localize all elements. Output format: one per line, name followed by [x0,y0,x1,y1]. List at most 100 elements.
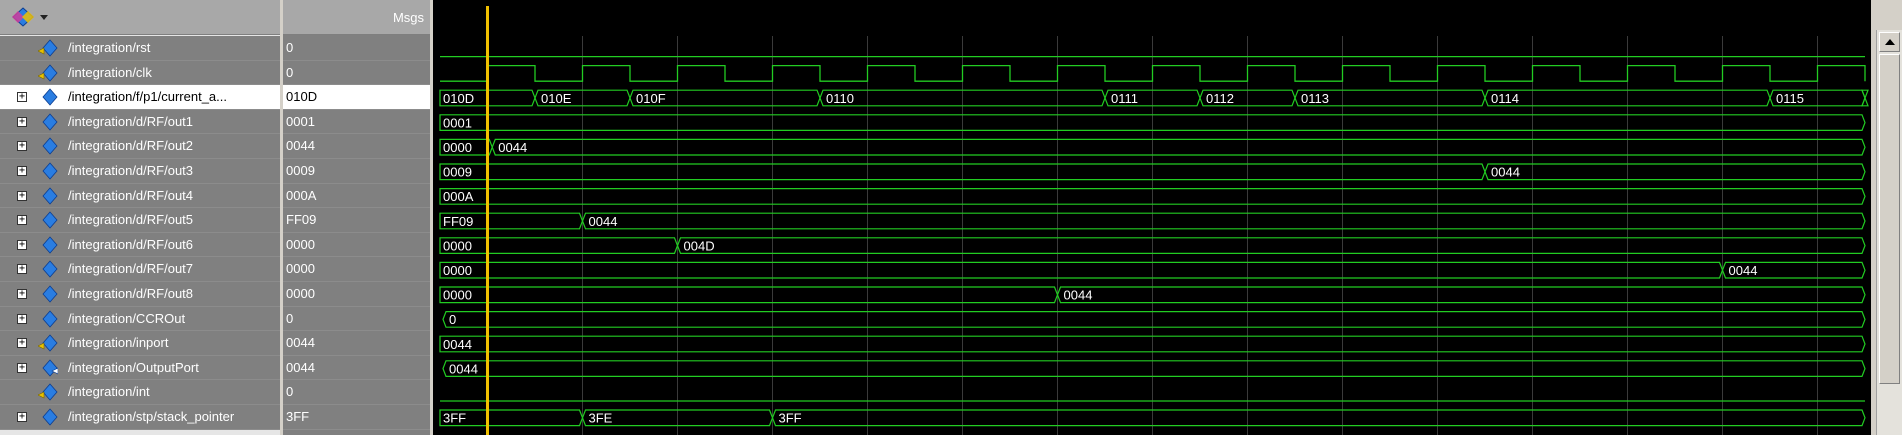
pane-splitter[interactable] [430,0,433,435]
bus-signal-icon [42,186,58,205]
signal-row[interactable]: /integration/int [0,380,280,405]
signal-name: /integration/OutputPort [68,359,199,375]
expand-icon[interactable]: + [17,164,27,176]
signal-name-pane: /integration/rst/integration/clk + /integr… [0,0,280,435]
signal-row[interactable]: + /integration/d/RF/out2 [0,134,280,159]
signal-value[interactable]: 0044 [283,356,430,381]
signal-name: /integration/d/RF/out8 [68,285,194,301]
bus-value-label: 3FE [589,411,613,426]
bus-value-label: FF09 [443,214,473,229]
output-signal-icon [42,359,58,377]
signal-value[interactable]: 0 [283,380,430,405]
expand-icon[interactable]: + [17,337,27,349]
waveform-pane[interactable]: 010D 010E 010F 0110 0111 0112 0113 0114 0115 0001… [433,0,1871,435]
signal-name: /integration/d/RF/out6 [68,236,194,252]
bus-segment [1721,261,1866,279]
signal-row[interactable]: + /integration/f/p1/current_a... [0,85,280,110]
bus-segment [439,188,1866,205]
signal-value[interactable]: 0 [283,307,430,332]
expand-icon[interactable]: + [17,287,27,299]
signal-value[interactable]: 000A [283,184,430,209]
bus-value-label: 0001 [443,115,472,130]
bus-signal-icon [42,408,58,426]
bus-value-label: 3FF [443,411,466,426]
signal-row[interactable]: /integration/clk [0,60,280,86]
signal-value[interactable]: 0044 [283,134,430,159]
signal-value[interactable]: FF09 [283,208,430,233]
signal-row[interactable]: + /integration/CCROut [0,306,280,332]
bus-value-label: 0044 [498,140,527,155]
signal-name: /integration/d/RF/out2 [68,138,194,154]
expand-icon[interactable]: + [17,140,27,152]
bus-value-label: 0044 [1491,165,1520,180]
signal-row[interactable]: + /integration/d/RF/out4 [0,183,280,209]
scroll-up-button[interactable] [1879,32,1900,52]
bus-signal-icon [42,309,58,328]
signal-value-list: 0 0 010D 0001 0044 0009 000A FF09 0000 0000 0000 0 0… [283,36,430,430]
clock-wave [440,64,1866,82]
bus-value-label: 0 [449,312,456,327]
bus-segment [491,138,1866,156]
expand-icon[interactable]: + [17,91,27,103]
signal-name: /integration/d/RF/out7 [68,261,194,277]
waveform-canvas[interactable]: 010D 010E 010F 0110 0111 0112 0113 0114 0115 0001… [433,0,1871,435]
bus-value-label: 0110 [826,91,854,106]
signal-value[interactable]: 0009 [283,159,430,184]
expand-icon[interactable]: + [17,312,27,324]
bus-value-label: 0044 [443,337,472,352]
signal-value-pane: Msgs 0 0 010D 0001 0044 0009 000A FF09 0000 0000 0… [283,0,430,435]
bus-signal-icon [42,236,58,254]
expand-icon[interactable]: + [17,410,27,422]
signal-row[interactable]: + /integration/d/RF/out8 [0,281,280,307]
bus-segment [439,335,1866,353]
signal-row[interactable]: + /integration/d/RF/out7 [0,257,280,282]
pane-splitter[interactable] [280,0,283,435]
signal-value[interactable]: 0 [283,36,430,61]
signal-value[interactable]: 0044 [283,331,430,356]
signal-row[interactable]: + /integration/d/RF/out5 [0,208,280,233]
bus-value-label: 004D [684,238,715,253]
signal-value[interactable]: 3FF [283,405,430,430]
signal-value[interactable]: 0 [283,61,430,86]
expand-icon[interactable]: + [17,263,27,275]
bus-signal-icon [42,137,58,155]
signal-value[interactable]: 0001 [283,110,430,135]
bus-segment [1484,163,1866,181]
input-signal-icon [38,334,58,352]
signal-row[interactable]: + /integration/OutputPort [0,355,280,381]
expand-icon[interactable]: + [17,361,27,373]
bus-value-label: 010D [443,91,474,106]
signal-value[interactable]: 0000 [283,233,430,258]
bus-value-label: 0112 [1206,91,1234,106]
input-signal-icon [38,63,58,82]
signal-row[interactable]: /integration/rst [0,36,280,61]
signal-row[interactable]: + /integration/inport [0,331,280,356]
vertical-scrollbar[interactable] [1876,30,1902,435]
signal-name: /integration/d/RF/out1 [68,113,194,129]
signal-value[interactable]: 0000 [283,257,430,282]
expand-icon[interactable]: + [17,214,27,226]
expand-icon[interactable]: + [17,189,27,201]
expand-icon[interactable]: + [17,238,27,250]
input-signal-icon [38,39,58,57]
bus-value-label: 0044 [589,214,618,229]
signal-row[interactable]: + /integration/stp/stack_pointer [0,404,280,430]
bus-value-label: 0115 [1776,91,1804,106]
bus-value-label: 000A [443,189,474,204]
scroll-thumb[interactable] [1879,54,1900,384]
bus-value-label: 0111 [1111,91,1138,106]
expand-icon[interactable]: + [17,115,27,127]
signal-row[interactable]: + /integration/d/RF/out3 [0,158,280,184]
bus-value-label: 010E [541,91,572,106]
bus-value-label: 0009 [443,165,472,180]
scroll-corner [1871,0,1902,30]
wave-tool-icon[interactable] [10,7,36,27]
signal-row[interactable]: + /integration/d/RF/out6 [0,232,280,258]
bus-signal-icon [42,285,58,303]
signal-row[interactable]: + /integration/d/RF/out1 [0,109,280,135]
chevron-down-icon[interactable] [40,15,48,20]
bus-signal-icon [42,211,58,229]
signal-value[interactable]: 010D [283,85,430,110]
signal-name: /integration/stp/stack_pointer [68,408,235,424]
signal-value[interactable]: 0000 [283,282,430,307]
